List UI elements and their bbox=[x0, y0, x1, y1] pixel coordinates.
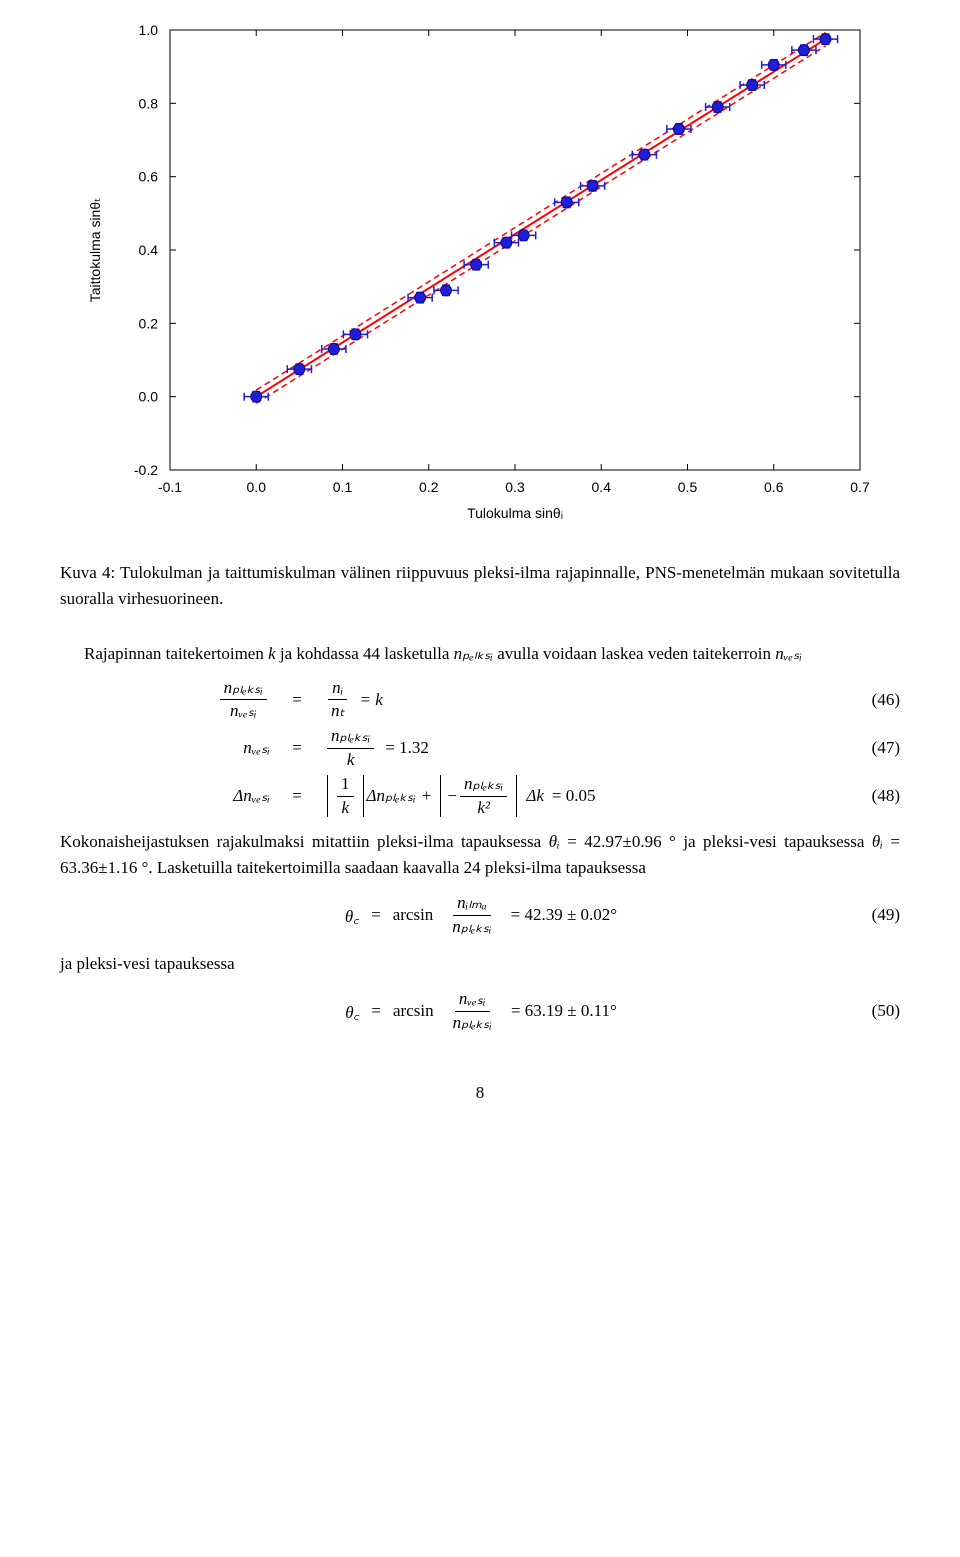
svg-text:0.6: 0.6 bbox=[139, 169, 159, 185]
svg-text:0.4: 0.4 bbox=[139, 242, 159, 258]
plus: + bbox=[422, 786, 432, 806]
svg-text:0.2: 0.2 bbox=[139, 315, 159, 331]
svg-text:0.8: 0.8 bbox=[139, 95, 159, 111]
sym-n-vesi: nᵥₑₛᵢ bbox=[775, 644, 802, 663]
svg-text:Taittokulma sinθₜ: Taittokulma sinθₜ bbox=[87, 198, 103, 303]
figure-caption: Kuva 4: Tulokulman ja taittumiskulman vä… bbox=[60, 560, 900, 611]
svg-text:-0.1: -0.1 bbox=[158, 479, 182, 495]
text: avulla voidaan laskea veden taitekerroin bbox=[493, 644, 775, 663]
theta-c: θ꜀ bbox=[345, 1000, 359, 1023]
minus: − bbox=[447, 786, 457, 806]
arcsin: arcsin bbox=[393, 1001, 434, 1021]
text: = 42.97±0.96 ° ja pleksi-vesi tapauksess… bbox=[560, 832, 872, 851]
sym-n-pelksi: nₚₑₗₖₛᵢ bbox=[454, 644, 493, 663]
svg-text:-0.2: -0.2 bbox=[134, 462, 158, 478]
n-pleksi: nₚₗₑₖₛᵢ bbox=[449, 1012, 496, 1033]
para-2: Kokonaisheijastuksen rajakulmaksi mitatt… bbox=[60, 829, 900, 880]
theta-c: θ꜀ bbox=[345, 904, 359, 927]
k: k bbox=[343, 749, 359, 770]
svg-text:Tulokulma sinθᵢ: Tulokulma sinθᵢ bbox=[467, 505, 563, 521]
eq-k: = k bbox=[360, 690, 383, 710]
svg-text:1.0: 1.0 bbox=[139, 22, 159, 38]
value: = 63.19 ± 0.11° bbox=[511, 1001, 617, 1021]
n-vesi: nᵥₑₛᵢ bbox=[226, 700, 261, 721]
svg-text:0.1: 0.1 bbox=[333, 479, 353, 495]
svg-text:0.4: 0.4 bbox=[592, 479, 612, 495]
eq-number: (46) bbox=[850, 690, 900, 710]
svg-text:0.2: 0.2 bbox=[419, 479, 439, 495]
eq-number: (49) bbox=[850, 905, 900, 925]
one: 1 bbox=[337, 775, 354, 797]
n-pleksi: nₚₗₑₖₛᵢ bbox=[327, 727, 374, 749]
n-t: nₜ bbox=[327, 700, 349, 721]
svg-text:0.0: 0.0 bbox=[139, 389, 159, 405]
text: Rajapinnan taitekertoimen bbox=[84, 644, 268, 663]
page-number: 8 bbox=[60, 1083, 900, 1103]
equation-50: θ꜀ = arcsin nᵥₑₛᵢ nₚₗₑₖₛᵢ = 63.19 ± 0.11… bbox=[60, 990, 900, 1032]
n-pleksi: nₚₗₑₖₛᵢ bbox=[460, 775, 507, 797]
value: = 42.39 ± 0.02° bbox=[511, 905, 617, 925]
equation-48: Δnᵥₑₛᵢ = 1 k Δnₚₗₑₖₛᵢ + − nₚₗₑₖₛᵢ k² Δk … bbox=[60, 775, 900, 817]
text: Kokonaisheijastuksen rajakulmaksi mitatt… bbox=[60, 832, 549, 851]
n-ilma: nᵢₗₘₐ bbox=[453, 894, 491, 916]
n-pleksi: nₚₗₑₖₛᵢ bbox=[220, 679, 267, 701]
k: k bbox=[337, 797, 353, 818]
svg-text:0.0: 0.0 bbox=[247, 479, 267, 495]
k2: k² bbox=[473, 797, 494, 818]
dn-vesi: Δnᵥₑₛᵢ bbox=[100, 786, 270, 806]
eq-number: (48) bbox=[850, 786, 900, 806]
theta-i: θᵢ bbox=[549, 832, 560, 851]
n-vesi: nᵥₑₛᵢ bbox=[455, 990, 490, 1012]
n-i: nᵢ bbox=[328, 679, 347, 701]
arcsin: arcsin bbox=[393, 905, 434, 925]
text: ja kohdassa 44 lasketulla bbox=[276, 644, 454, 663]
dn-pleksi: Δnₚₗₑₖₛᵢ bbox=[367, 786, 416, 806]
equation-49: θ꜀ = arcsin nᵢₗₘₐ nₚₗₑₖₛᵢ = 42.39 ± 0.02… bbox=[60, 894, 900, 936]
equation-46: nₚₗₑₖₛᵢ nᵥₑₛᵢ = nᵢ nₜ = k (46) bbox=[60, 679, 900, 721]
dk: Δk bbox=[526, 786, 544, 806]
equation-47: nᵥₑₛᵢ = nₚₗₑₖₛᵢ k = 1.32 (47) bbox=[60, 727, 900, 769]
para-1: Rajapinnan taitekertoimen k ja kohdassa … bbox=[60, 641, 900, 667]
eq-number: (50) bbox=[850, 1001, 900, 1021]
eq-number: (47) bbox=[850, 738, 900, 758]
sym-k: k bbox=[268, 644, 276, 663]
svg-text:0.6: 0.6 bbox=[764, 479, 784, 495]
n-pleksi: nₚₗₑₖₛᵢ bbox=[448, 916, 495, 937]
value: = 0.05 bbox=[552, 786, 596, 806]
theta-i: θᵢ bbox=[872, 832, 883, 851]
svg-text:0.5: 0.5 bbox=[678, 479, 698, 495]
value: = 1.32 bbox=[385, 738, 429, 758]
n-vesi: nᵥₑₛᵢ bbox=[100, 738, 270, 758]
svg-text:0.7: 0.7 bbox=[850, 479, 870, 495]
chart-scatter-fit: -0.1 0.0 0.1 0.2 0.3 0.4 0.5 0.6 0.7 -0.2 0.0 0.2 0.… bbox=[70, 20, 890, 540]
para-3: ja pleksi-vesi tapauksessa bbox=[60, 951, 900, 977]
svg-text:0.3: 0.3 bbox=[505, 479, 525, 495]
